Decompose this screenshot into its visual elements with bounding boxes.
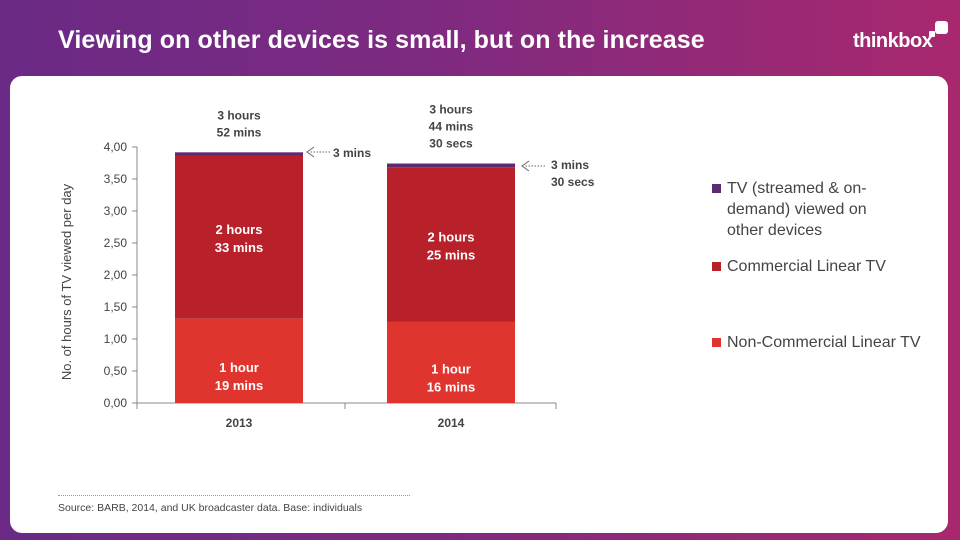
legend-item-commercial-linear: Commercial Linear TV	[712, 256, 927, 277]
callout-arrow-icon	[306, 146, 315, 158]
legend-item-non-commercial-linear: Non-Commercial Linear TV	[712, 332, 932, 353]
y-tick-label: 3,50	[104, 172, 128, 186]
y-tick-label: 2,50	[104, 236, 128, 250]
legend-item-other-devices: TV (streamed & on-demand) viewed on othe…	[712, 178, 907, 241]
other-devices-data-label: 3 mins	[333, 146, 371, 160]
bar-commercial-linear	[387, 167, 515, 322]
total-data-label: 3 hours 52 mins	[217, 108, 262, 139]
y-axis-title: No. of hours of TV viewed per day	[59, 183, 74, 380]
segment-data-label: 2 hours 33 mins	[215, 222, 263, 255]
source-note: Source: BARB, 2014, and UK broadcaster d…	[58, 502, 363, 514]
y-tick-label: 2,00	[104, 268, 128, 282]
y-tick-label: 1,00	[104, 332, 128, 346]
other-devices-data-label: 3 mins 30 secs	[551, 158, 595, 189]
legend-label: Commercial Linear TV	[727, 258, 886, 275]
bar-non-commercial-linear	[175, 318, 303, 403]
logo-mark-icon	[929, 21, 948, 37]
bar-commercial-linear	[175, 155, 303, 319]
segment-data-label: 2 hours 25 mins	[427, 230, 475, 263]
segment-data-label: 1 hour 16 mins	[427, 361, 475, 394]
y-tick-label: 3,00	[104, 204, 128, 218]
bar-non-commercial-linear	[387, 321, 515, 403]
legend-swatch-commercial-linear	[712, 262, 721, 271]
y-tick-label: 4,00	[104, 140, 128, 154]
callout-arrow-icon	[521, 160, 530, 172]
legend-swatch-other-devices	[712, 184, 721, 193]
y-tick-label: 1,50	[104, 300, 128, 314]
legend-label: TV (streamed & on-demand) viewed on othe…	[727, 180, 867, 239]
x-tick-label: 2014	[438, 416, 465, 430]
total-data-label: 3 hours 44 mins 30 secs	[429, 103, 474, 151]
x-tick-label: 2013	[226, 416, 253, 430]
legend-swatch-non-commercial-linear	[712, 338, 721, 347]
source-divider	[58, 495, 410, 496]
thinkbox-logo: thinkbox	[853, 30, 933, 52]
y-tick-label: 0,50	[104, 364, 128, 378]
bar-other-devices	[175, 152, 303, 156]
legend-label: Non-Commercial Linear TV	[727, 334, 921, 351]
segment-data-label: 1 hour 19 mins	[215, 360, 263, 393]
y-tick-label: 0,00	[104, 396, 128, 410]
bar-other-devices	[387, 163, 515, 168]
slide-title: Viewing on other devices is small, but o…	[58, 26, 705, 54]
